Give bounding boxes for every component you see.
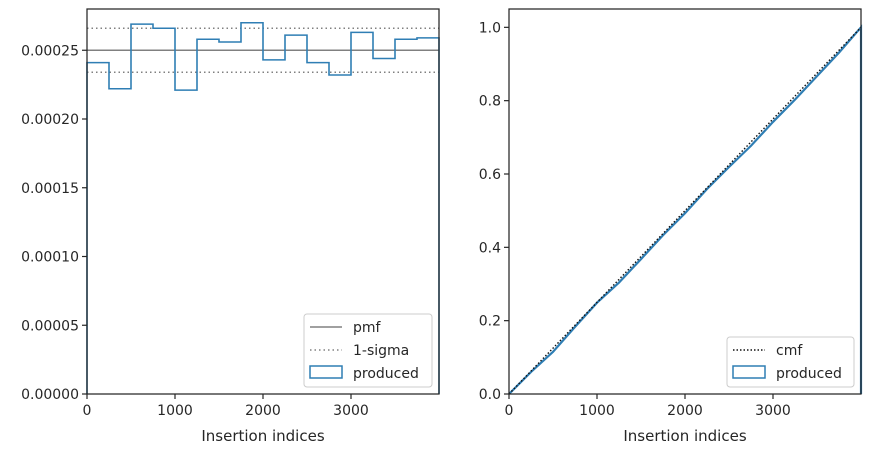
legend-produced-label: produced [776,366,842,382]
y-tick-label: 0.00000 [21,387,79,403]
legend: cmf produced [726,336,855,388]
x-tick-label: 3000 [333,403,369,419]
x-axis-ticks: 0 1000 2000 3000 [83,394,369,419]
cmf-line-group [508,26,862,395]
x-tick-label: 1000 [579,403,615,419]
produced-step-line [86,21,440,394]
legend-cmf-label: cmf [776,343,803,359]
produced-cumulative [508,24,863,395]
x-tick-label: 0 [505,403,514,419]
produced-histogram [86,21,440,394]
x-tick-label: 0 [83,403,92,419]
x-axis-title: Insertion indices [623,427,746,445]
panel-cmf: 0 1000 2000 3000 0.0 0.2 0.4 0.6 0.8 1.0 Inserti… [479,8,863,445]
x-tick-label: 3000 [755,403,791,419]
y-tick-label: 0.8 [479,94,501,110]
y-tick-label: 1.0 [479,20,501,36]
y-axis-ticks: 0.00000 0.00005 0.00010 0.00015 0.00020 0.000… [21,43,87,403]
y-tick-label: 0.00020 [21,112,79,128]
y-tick-label: 0.4 [479,240,501,256]
y-tick-label: 0.00005 [21,318,79,334]
y-tick-label: 0.00025 [21,43,79,59]
x-axis-title: Insertion indices [201,427,324,445]
y-tick-label: 0.00015 [21,181,79,197]
x-tick-label: 1000 [157,403,193,419]
legend: pmf 1-sigma produced [303,313,433,388]
legend-produced-swatch [732,365,766,379]
legend-sigma-label: 1-sigma [353,343,409,359]
y-tick-label: 0.0 [479,387,501,403]
legend-pmf-label: pmf [353,320,382,336]
y-tick-label: 0.6 [479,167,501,183]
x-tick-label: 2000 [667,403,703,419]
x-axis-ticks: 0 1000 2000 3000 [505,394,791,419]
legend-produced-label: produced [353,366,419,382]
plot-area-background [509,9,861,394]
y-tick-label: 0.00010 [21,250,79,266]
panel-pmf: 0 1000 2000 3000 0.000000.000050.000100.000… [21,8,440,445]
y-tick-label: 0.2 [479,314,501,330]
x-tick-label: 2000 [245,403,281,419]
produced-cumulative-line [508,24,863,395]
cmf-line [508,26,862,395]
y-axis-ticks: 0.0 0.2 0.4 0.6 0.8 1.0 [479,20,509,403]
legend-produced-swatch [309,365,343,379]
legend-box [303,313,433,388]
